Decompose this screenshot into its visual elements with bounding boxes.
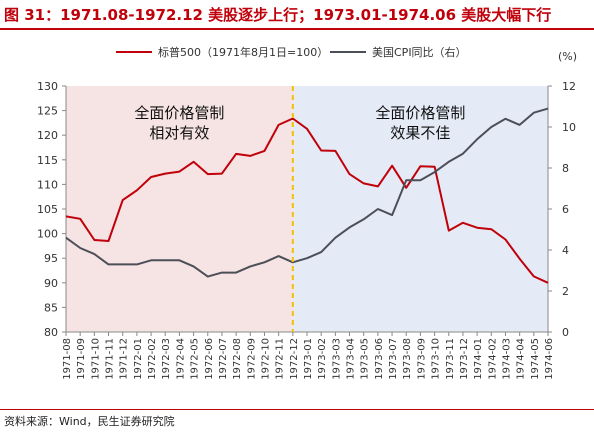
left-tick-label: 115 — [37, 154, 58, 167]
x-tick-label: 1973-04 — [346, 338, 357, 380]
right-tick-label: 8 — [562, 162, 569, 175]
x-tick-label: 1972-09 — [246, 338, 257, 380]
shaded-region-1 — [66, 86, 293, 332]
x-tick-label: 1973-07 — [388, 338, 399, 380]
x-tick-label: 1972-05 — [190, 338, 201, 380]
x-tick-label: 1973-10 — [431, 338, 442, 380]
left-tick-label: 130 — [37, 80, 58, 93]
x-tick-label: 1974-02 — [487, 338, 498, 380]
left-tick-label: 110 — [37, 178, 58, 191]
x-tick-label: 1972-11 — [275, 338, 286, 380]
right-tick-label: 2 — [562, 285, 569, 298]
x-tick-label: 1973-08 — [402, 338, 413, 380]
left-tick-label: 80 — [44, 326, 58, 339]
x-tick-label: 1972-04 — [175, 338, 186, 380]
left-tick-label: 120 — [37, 129, 58, 142]
figure-title: 图 31：1971.08-1972.12 美股逐步上行；1973.01-1974… — [4, 6, 552, 24]
x-tick-label: 1973-03 — [331, 338, 342, 380]
right-tick-label: 6 — [562, 203, 569, 216]
x-tick-label: 1974-06 — [544, 338, 555, 380]
x-tick-label: 1973-02 — [317, 338, 328, 380]
x-tick-label: 1974-03 — [501, 338, 512, 380]
right-tick-label: 12 — [562, 80, 576, 93]
legend-label-1: 标普500（1971年8月1日=100） — [158, 45, 328, 59]
x-tick-label: 1972-02 — [147, 338, 158, 380]
left-tick-label: 85 — [44, 301, 58, 314]
x-tick-label: 1973-06 — [374, 338, 385, 380]
x-tick-label: 1973-09 — [416, 338, 427, 380]
x-tick-label: 1971-09 — [76, 338, 87, 380]
left-tick-label: 105 — [37, 203, 58, 216]
sp500-line — [65, 117, 549, 284]
x-tick-label: 1973-05 — [360, 338, 371, 380]
bottom-rule — [0, 409, 594, 410]
source-note: 资料来源：Wind，民生证券研究院 — [4, 415, 175, 428]
x-tick-label: 1973-01 — [303, 338, 314, 380]
x-tick-label: 1972-10 — [260, 338, 271, 380]
x-tick-label: 1973-11 — [445, 338, 456, 380]
x-tick-label: 1971-12 — [119, 338, 130, 380]
legend-label-2: 美国CPI同比（右） — [372, 45, 467, 59]
x-tick-label: 1974-01 — [473, 338, 484, 380]
x-tick-label: 1973-12 — [459, 338, 470, 380]
x-tick-label: 1971-10 — [90, 338, 101, 380]
region-2-label-line-2: 效果不佳 — [390, 124, 450, 142]
x-tick-label: 1974-04 — [516, 338, 527, 380]
left-tick-label: 90 — [44, 277, 58, 290]
shaded-region-2 — [292, 86, 548, 332]
right-tick-label: 0 — [562, 326, 569, 339]
left-tick-label: 95 — [44, 252, 58, 265]
x-tick-label: 1972-01 — [133, 338, 144, 380]
region-2-label-line-1: 全面价格管制 — [375, 104, 465, 122]
series — [65, 107, 549, 284]
right-tick-label: 10 — [562, 121, 576, 134]
x-tick-label: 1972-03 — [161, 338, 172, 380]
right-axis-unit: (%) — [558, 50, 577, 63]
x-tick-label: 1972-06 — [204, 338, 215, 380]
region-1-label-line-1: 全面价格管制 — [134, 104, 224, 122]
cpi-line — [65, 107, 549, 278]
x-tick-label: 1972-12 — [289, 338, 300, 380]
shaded-regions — [66, 86, 548, 332]
legend: 标普500（1971年8月1日=100） 美国CPI同比（右） — [116, 45, 467, 59]
x-tick-label: 1974-05 — [530, 338, 541, 380]
right-tick-label: 4 — [562, 244, 569, 257]
x-tick-label: 1972-08 — [232, 338, 243, 380]
axes: 80 85 90 95 100 105 110 115 120 125 130 0 2 4 6 8 10 12 (%… — [37, 50, 577, 380]
region-1-label-line-2: 相对有效 — [149, 124, 209, 142]
x-tick-label: 1971-11 — [105, 338, 116, 380]
x-tick-label: 1971-08 — [62, 338, 73, 380]
title-rule — [0, 28, 594, 30]
left-tick-label: 125 — [37, 105, 58, 118]
x-tick-label: 1972-07 — [218, 338, 229, 380]
left-tick-label: 100 — [37, 228, 58, 241]
chart: 80 85 90 95 100 105 110 115 120 125 130 0 2 4 6 8 10 12 (%… — [37, 45, 577, 380]
